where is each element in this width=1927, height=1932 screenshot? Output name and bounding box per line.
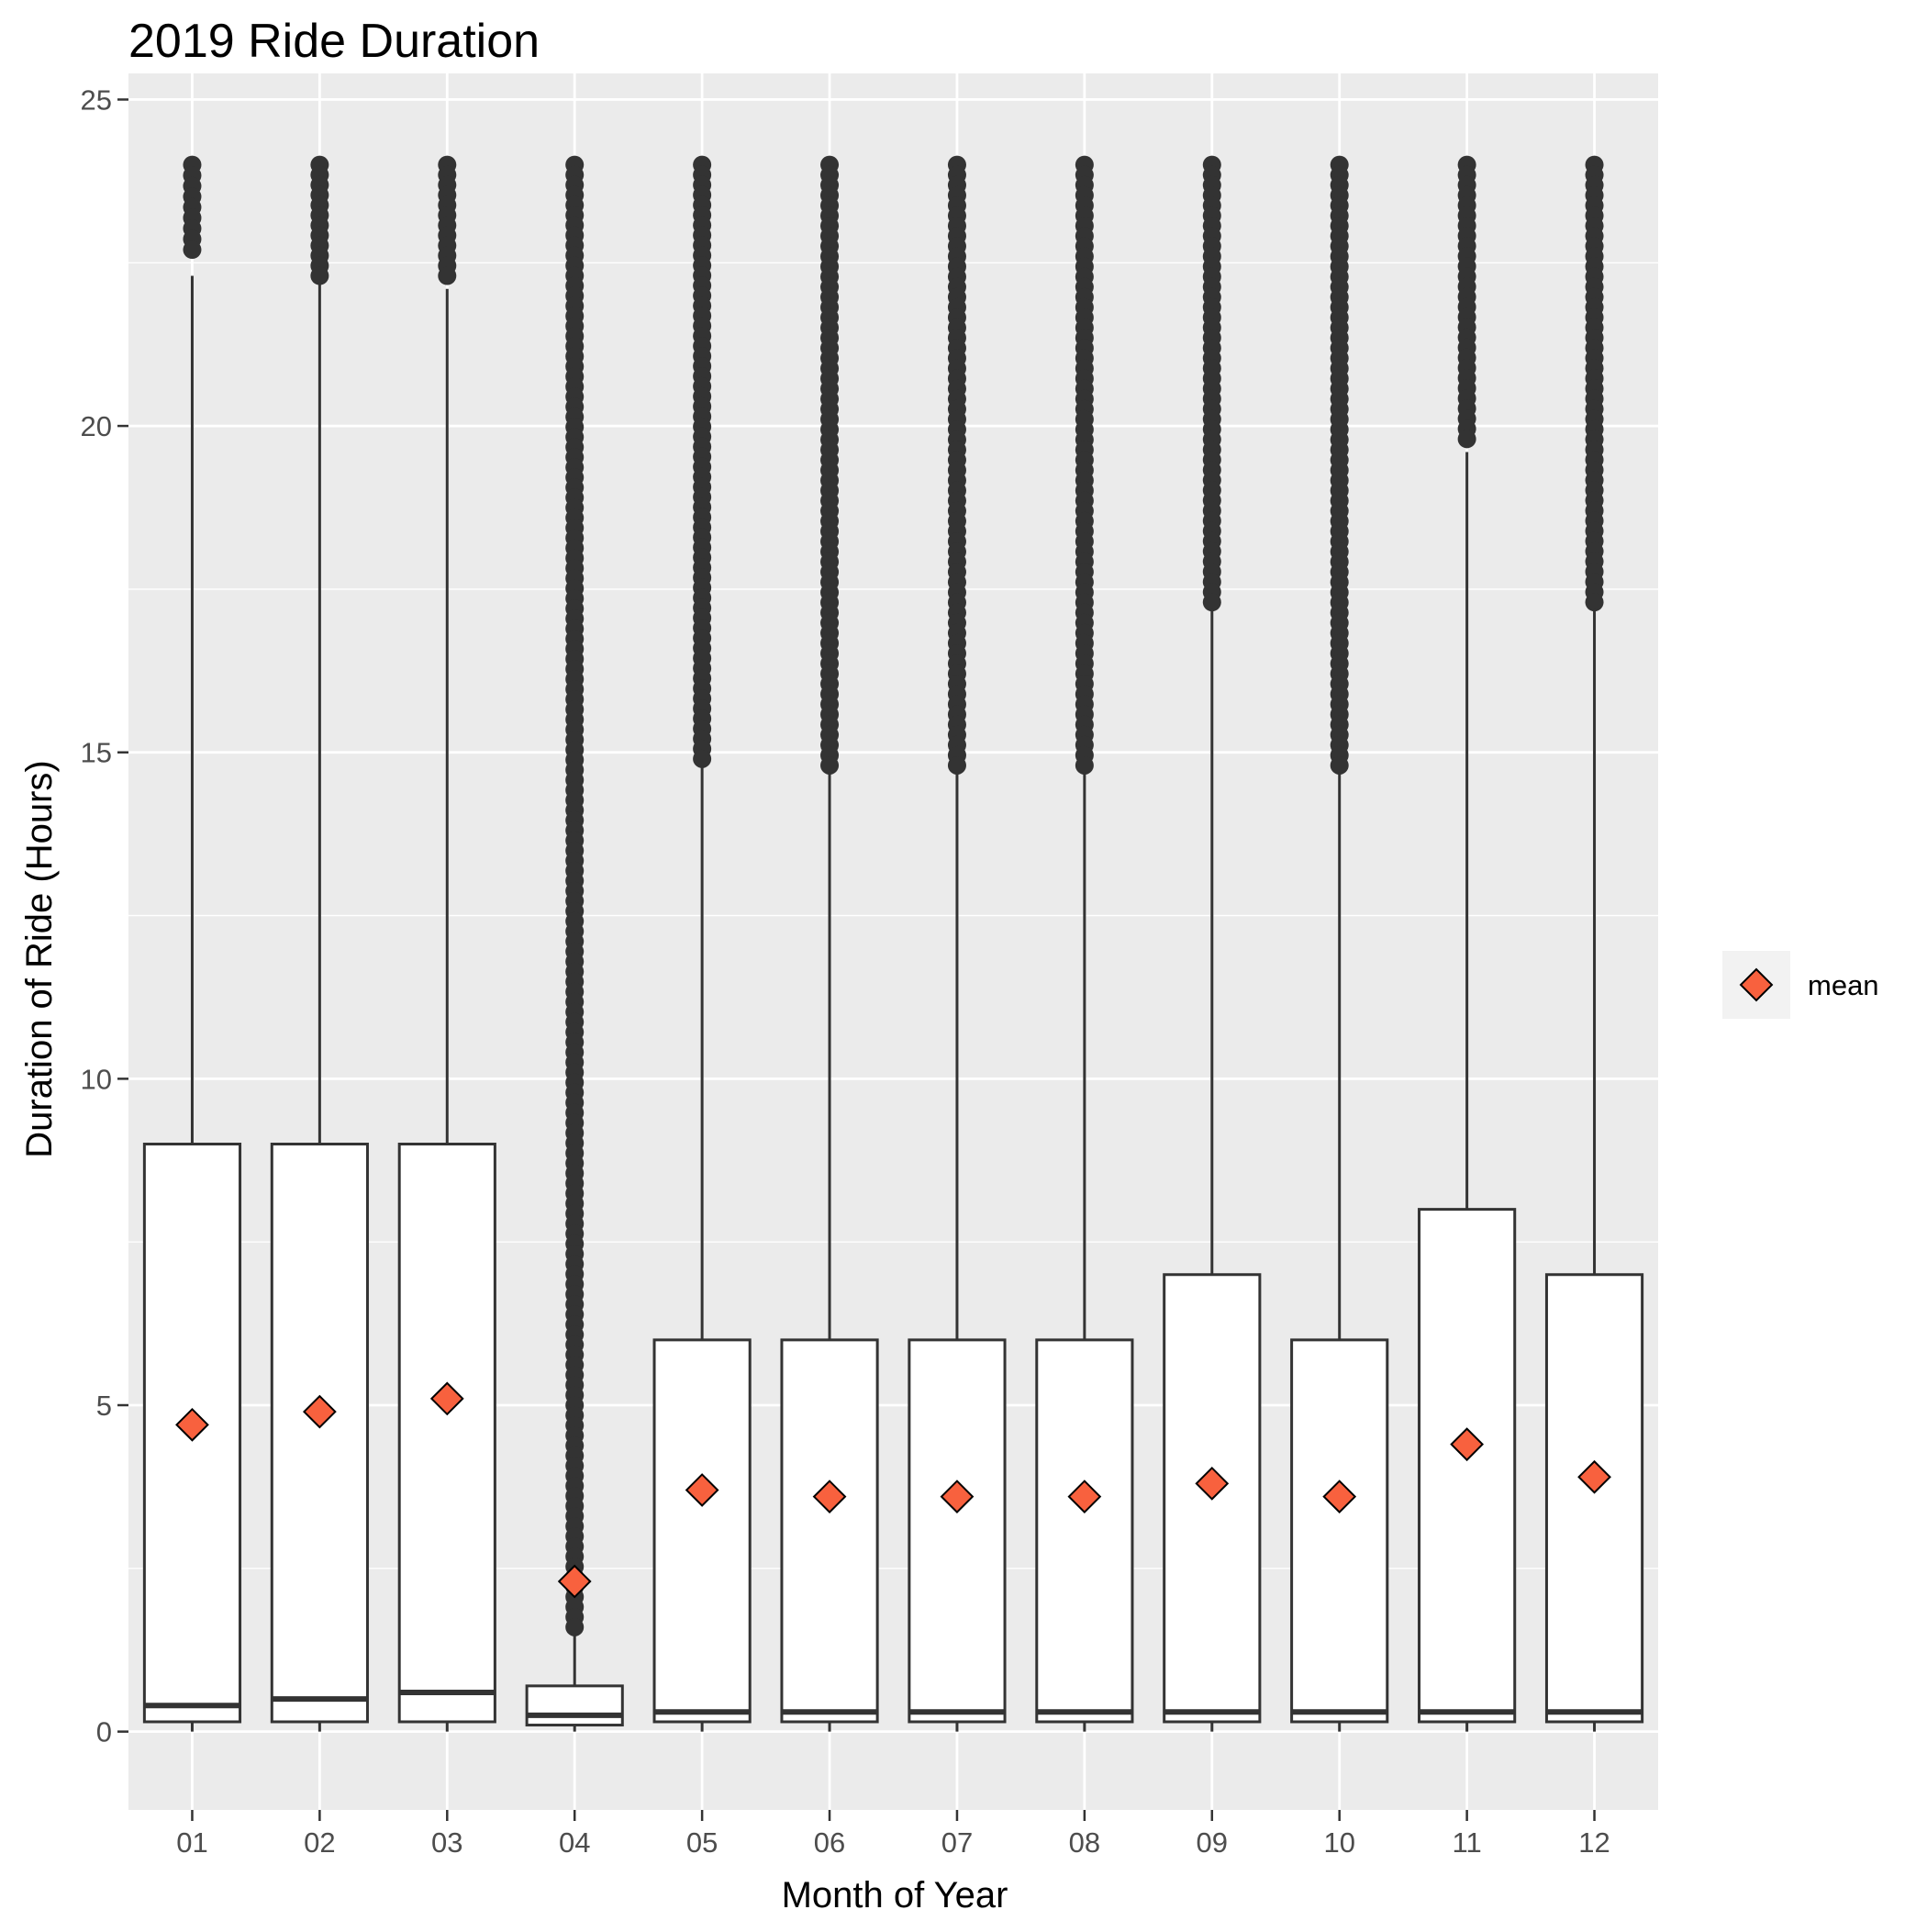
chart-title: 2019 Ride Duration: [128, 15, 540, 68]
mean-marker: [557, 1564, 592, 1599]
box-month-02: [270, 155, 369, 1732]
mean-marker: [685, 1473, 719, 1507]
box-month-04: [525, 155, 624, 1732]
y-tick-label: 20: [81, 410, 112, 442]
mean-marker: [175, 1407, 209, 1442]
mean-marker: [302, 1394, 337, 1429]
box-iqr: [652, 1338, 752, 1724]
box-iqr: [525, 1684, 624, 1727]
box-month-12: [1544, 155, 1644, 1732]
box-month-10: [1290, 155, 1389, 1732]
mean-marker: [1577, 1459, 1611, 1494]
legend-mean-marker: [1739, 967, 1774, 1002]
box-iqr: [780, 1338, 879, 1724]
box-iqr: [1035, 1338, 1134, 1724]
y-tick-label: 0: [96, 1716, 112, 1748]
legend: mean: [1722, 951, 1879, 1019]
x-tick-label: 07: [941, 1826, 973, 1859]
mean-marker: [1322, 1480, 1357, 1513]
box-iqr: [270, 1142, 369, 1724]
x-tick-label: 02: [304, 1826, 335, 1859]
mean-marker: [1067, 1480, 1102, 1513]
outlier-point: [1330, 755, 1349, 775]
x-tick-label: 11: [1453, 1826, 1482, 1859]
x-tick-label: 12: [1578, 1826, 1610, 1859]
mean-marker: [940, 1480, 975, 1513]
mean-marker: [1195, 1466, 1230, 1501]
y-tick-label: 15: [81, 737, 112, 769]
box-month-09: [1163, 155, 1262, 1732]
box-month-05: [652, 155, 752, 1732]
x-tick-label: 03: [431, 1826, 462, 1859]
outlier-point: [438, 266, 457, 285]
box-iqr: [1418, 1208, 1517, 1724]
outlier-point: [183, 240, 202, 260]
box-month-07: [908, 155, 1007, 1732]
box-month-06: [780, 155, 879, 1732]
box-month-03: [397, 155, 496, 1732]
box-month-01: [142, 155, 242, 1732]
x-tick-label: 05: [686, 1826, 718, 1859]
outlier-point: [1075, 755, 1094, 775]
outlier-point: [693, 749, 712, 768]
box-iqr: [908, 1338, 1007, 1724]
outlier-point: [1202, 593, 1221, 612]
mean-marker: [429, 1381, 464, 1416]
y-tick-label: 25: [81, 84, 112, 116]
box-month-11: [1418, 155, 1517, 1732]
boxes-layer: [142, 155, 1644, 1732]
x-tick-label: 10: [1323, 1826, 1354, 1859]
box-month-08: [1035, 155, 1134, 1732]
outlier-point: [820, 755, 840, 775]
outlier-point: [310, 266, 329, 285]
plot-panel: [128, 73, 1658, 1810]
x-tick-label: 09: [1197, 1826, 1228, 1859]
x-tick-label: 06: [814, 1826, 845, 1859]
y-tick-label: 10: [81, 1063, 112, 1095]
outlier-point: [947, 755, 966, 775]
outlier-point: [1585, 593, 1604, 612]
outlier-point: [565, 1617, 585, 1636]
x-tick-label: 01: [176, 1826, 207, 1859]
y-axis-title: Duration of Ride (Hours): [19, 760, 60, 1158]
x-tick-label: 08: [1069, 1826, 1100, 1859]
outlier-point: [1457, 430, 1476, 449]
mean-marker: [1450, 1427, 1485, 1462]
box-iqr: [1290, 1338, 1389, 1724]
legend-label-mean: mean: [1808, 969, 1879, 1001]
box-iqr: [397, 1142, 496, 1724]
mean-marker: [812, 1480, 847, 1513]
y-tick-label: 5: [96, 1390, 112, 1422]
x-tick-label: 04: [559, 1826, 590, 1859]
box-iqr: [1544, 1273, 1644, 1724]
x-axis-title: Month of Year: [782, 1875, 1008, 1915]
